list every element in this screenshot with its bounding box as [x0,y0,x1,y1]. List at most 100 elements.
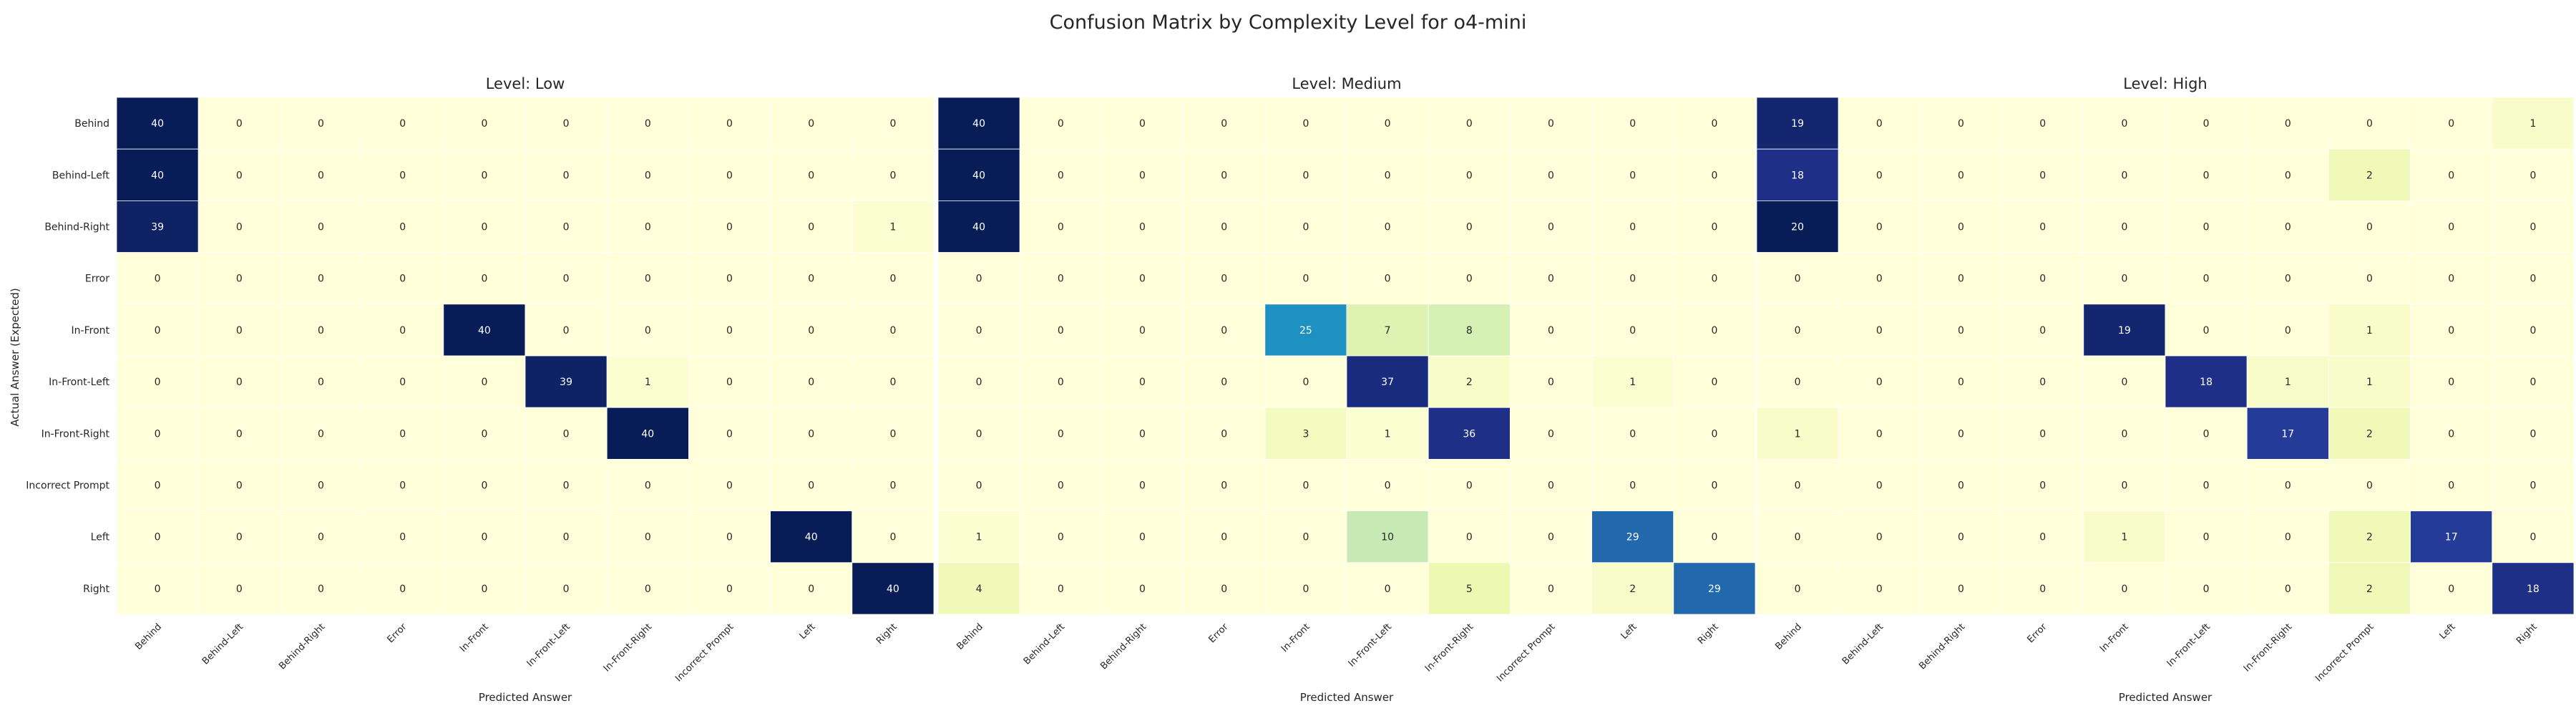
heatmap-cell [525,511,608,563]
heatmap-cell [1673,459,1756,512]
heatmap-cell [937,511,1020,563]
heatmap-cell [2165,252,2248,305]
heatmap-cell [443,200,526,253]
cell-value-label: 0 [1302,532,1309,543]
cell-value-label: 0 [1876,428,1883,440]
heatmap-cell [443,304,526,357]
heatmap-cell [1838,148,1921,201]
cell-value-label: 1 [889,222,896,233]
y-axis-label: Actual Answer (Expected) [9,288,21,426]
heatmap-cell [852,304,935,357]
heatmap-cell [606,562,689,615]
heatmap-cell [2410,304,2493,357]
cell-value-label: 37 [1381,377,1394,388]
heatmap-cell [1838,97,1921,150]
cell-value-label: 0 [2285,274,2291,285]
cell-value-label: 0 [2121,584,2127,595]
x-tick-label: Error [386,621,409,645]
cell-value-label: 0 [1302,222,1309,233]
heatmap-cell [1509,511,1592,563]
x-tick-label: In-Front-Right [1423,621,1475,674]
x-tick-label: In-Front-Right [602,621,654,674]
cell-value-label: 1 [2121,532,2127,543]
cell-value-label: 0 [726,428,733,440]
x-tick-label: In-Front-Left [2165,621,2212,669]
heatmap-cell [1591,148,1674,201]
heatmap-cell [2246,562,2329,615]
cell-value-label: 0 [2529,170,2536,181]
heatmap-cell [2328,562,2411,615]
x-axis-label: Predicted Answer [479,691,572,704]
cell-value-label: 0 [1876,532,1883,543]
heatmap-cell [279,304,362,357]
cell-value-label: 0 [1958,170,1964,181]
heatmap-cell [1264,355,1347,408]
heatmap-cell [1756,511,1839,563]
heatmap-cell [2083,511,2166,563]
cell-value-label: 0 [1876,118,1883,130]
cell-value-label: 8 [1466,325,1473,337]
x-tick-label: Behind-Left [1022,621,1067,667]
cell-value-label: 0 [1058,428,1064,440]
cell-value-label: 0 [889,118,896,130]
heatmap-cell [116,355,199,408]
heatmap-cell [2410,355,2493,408]
heatmap-cell [2328,304,2411,357]
cell-value-label: 0 [808,377,814,388]
heatmap-cell [2246,97,2329,150]
cell-value-label: 0 [1629,428,1636,440]
cell-value-label: 0 [2529,532,2536,543]
cell-value-label: 0 [808,325,814,337]
cell-value-label: 0 [318,222,324,233]
cell-value-label: 0 [563,274,570,285]
heatmap-cell [1591,304,1674,357]
heatmap-cell [770,148,853,201]
cell-value-label: 0 [2039,532,2046,543]
cell-value-label: 0 [399,532,406,543]
heatmap-cell [1509,355,1592,408]
cell-value-label: 0 [236,170,243,181]
heatmap-cell [2492,200,2575,253]
x-tick-label: In-Front-Right [2242,621,2294,674]
heatmap-cell [279,148,362,201]
x-tick-label: Error [1207,621,1231,645]
cell-value-label: 0 [645,274,651,285]
heatmap-cell [688,148,771,201]
y-tick-label: In-Front-Right [42,428,110,440]
heatmap-cell [197,97,280,150]
cell-value-label: 0 [1058,222,1064,233]
heatmap-cell [197,511,280,563]
cell-value-label: 40 [151,170,164,181]
heatmap-cell [361,562,444,615]
heatmap-cell [2492,511,2575,563]
y-tick-label: Behind-Left [52,170,110,181]
cell-value-label: 0 [1795,584,1801,595]
cell-value-label: 0 [236,584,243,595]
cell-value-label: 0 [2529,274,2536,285]
cell-value-label: 0 [318,274,324,285]
heatmap-cell [1019,459,1102,512]
heatmap-cell [2328,459,2411,512]
cell-value-label: 0 [481,222,487,233]
heatmap-cell [1019,252,1102,305]
cell-value-label: 0 [1139,118,1146,130]
heatmap-cell [770,511,853,563]
x-tick-label: Behind [133,621,164,652]
cell-value-label: 0 [726,118,733,130]
heatmap-cell [937,200,1020,253]
heatmap-cell [197,200,280,253]
cell-value-label: 0 [236,222,243,233]
cell-value-label: 0 [563,532,570,543]
heatmap-cell [2001,511,2084,563]
heatmap-cell [2492,407,2575,460]
heatmap-cell [279,97,362,150]
heatmap-cell [2410,148,2493,201]
heatmap-cell [2001,304,2084,357]
cell-value-label: 0 [1221,118,1227,130]
heatmap-cell [852,252,935,305]
cell-value-label: 18 [1791,170,1804,181]
cell-value-label: 0 [481,170,487,181]
cell-value-label: 0 [889,428,896,440]
cell-value-label: 0 [399,428,406,440]
cell-value-label: 0 [1711,480,1717,492]
